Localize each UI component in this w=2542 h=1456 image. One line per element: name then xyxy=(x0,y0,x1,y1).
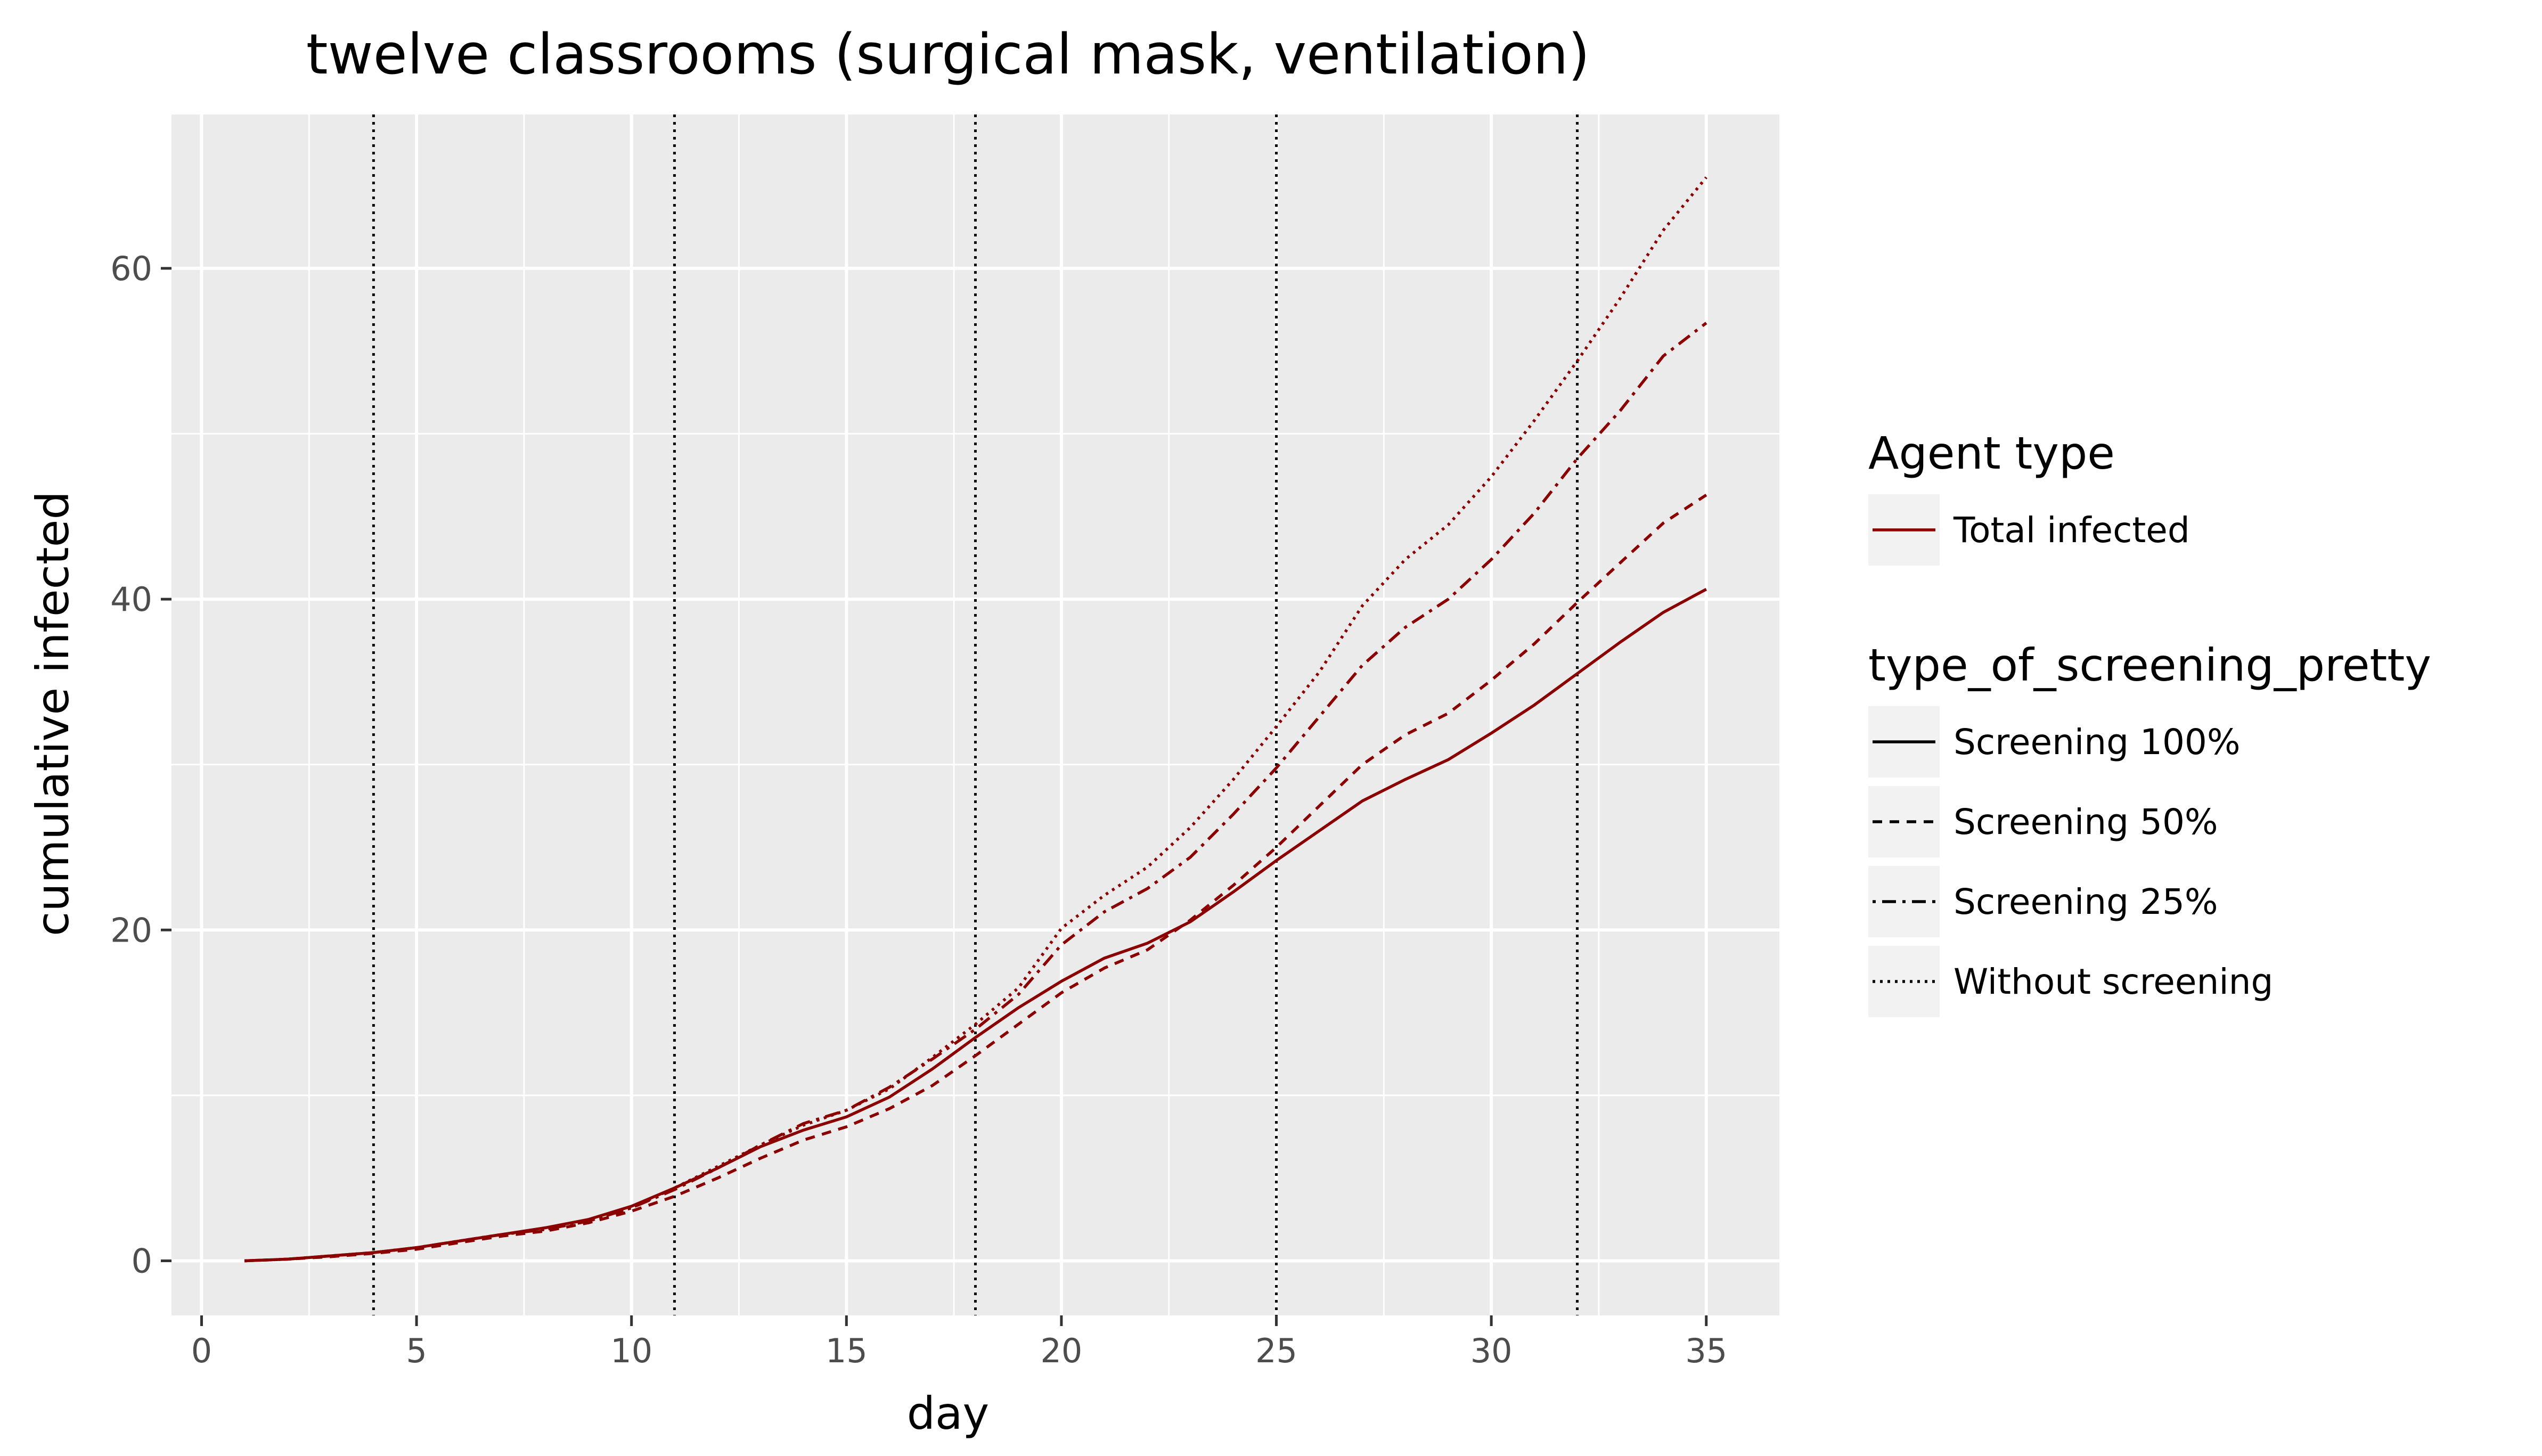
y-tick-label: 60 xyxy=(110,249,152,288)
y-tick-label: 40 xyxy=(110,580,152,619)
legend-label: Screening 50% xyxy=(1954,801,2218,842)
legend-title: Agent type xyxy=(1868,427,2115,479)
legend-label: Screening 25% xyxy=(1954,881,2218,922)
x-axis: 0 5 10 15 20 25 30 35 xyxy=(191,1315,1727,1370)
x-axis-title: day xyxy=(907,1387,990,1439)
grid-major xyxy=(171,114,1779,1315)
series-line xyxy=(244,322,1707,1263)
x-tick-label: 30 xyxy=(1470,1331,1513,1370)
y-tick-label: 20 xyxy=(110,911,152,950)
series-line xyxy=(244,494,1707,1263)
grid-minor xyxy=(171,114,1779,1315)
legend-label: Screening 100% xyxy=(1954,722,2241,763)
chart-title: twelve classrooms (surgical mask, ventil… xyxy=(306,22,1590,87)
legend-title: type_of_screening_pretty xyxy=(1868,639,2431,691)
x-tick-label: 5 xyxy=(406,1331,427,1370)
legend-label: Without screening xyxy=(1954,961,2273,1002)
series-line xyxy=(244,176,1707,1263)
x-tick-label: 35 xyxy=(1685,1331,1727,1370)
legend: Agent type Total infected type_of_screenin… xyxy=(1868,427,2431,1017)
x-tick-label: 20 xyxy=(1040,1331,1082,1370)
x-tick-label: 15 xyxy=(825,1331,868,1370)
series-line xyxy=(244,587,1707,1263)
series-group xyxy=(244,176,1707,1263)
x-tick-label: 25 xyxy=(1255,1331,1297,1370)
y-axis: 0 20 40 60 xyxy=(110,249,171,1281)
x-tick-label: 10 xyxy=(610,1331,652,1370)
x-tick-label: 0 xyxy=(191,1331,212,1370)
y-axis-title: cumulative infected xyxy=(27,491,79,936)
y-tick-label: 0 xyxy=(132,1242,152,1281)
reference-lines xyxy=(372,114,1579,1315)
legend-label: Total infected xyxy=(1953,510,2190,551)
